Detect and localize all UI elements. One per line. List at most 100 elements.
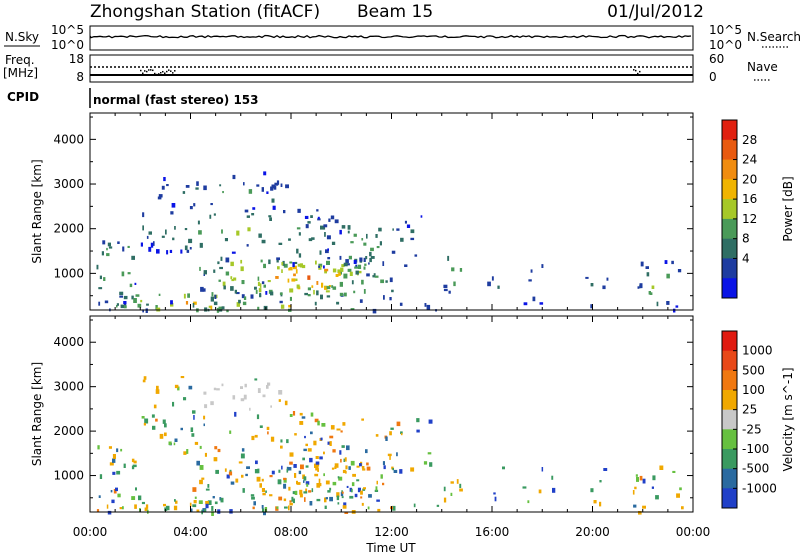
power-cell [156,249,160,254]
colorbar-tick-label: -500 [742,462,769,476]
power-cell [311,285,314,288]
power-cell [236,230,240,236]
power-cell [276,257,280,261]
power-cell [320,294,323,300]
velocity-cell [633,504,637,508]
velocity-cell [348,466,351,470]
velocity-cell [382,461,385,466]
power-cell [651,285,655,289]
velocity-cell [253,501,256,506]
power-cell [361,279,364,285]
power-cell [238,299,241,304]
freq-glitch-dot [168,69,170,71]
velocity-cell [257,468,260,474]
velocity-cell [109,462,114,466]
colorbar-label: Power [dB] [781,176,795,241]
power-cell [171,203,176,208]
velocity-cell [99,474,103,479]
power-cell [222,191,224,194]
velocity-cell [190,427,194,432]
velocity-cell [188,385,193,390]
power-cell [261,239,266,244]
velocity-cell [323,451,325,455]
velocity-cell [443,497,447,503]
power-cell [288,238,291,241]
power-cell [189,247,192,250]
velocity-cell [98,495,101,498]
power-cell [353,290,356,294]
velocity-cell [336,492,340,498]
power-cell [368,262,370,265]
power-cell [324,269,327,274]
power-cell [288,267,290,271]
power-cell [523,302,528,306]
power-cell [275,276,279,279]
power-cell [225,271,230,276]
velocity-cell [320,437,323,441]
power-cell [263,263,266,269]
velocity-cell [281,465,283,470]
power-cell [272,205,276,210]
velocity-cell [216,388,220,391]
velocity-cell [270,405,272,408]
noise-right-tick-bottom: 10^0 [709,38,742,52]
colorbar-swatch [722,390,737,411]
power-cell [221,306,225,310]
power-cell [350,308,355,311]
velocity-cell [552,487,556,493]
velocity-cell [289,452,294,457]
power-cell [339,229,342,235]
velocity-cell [262,394,266,398]
colorbar-tick-label: 100 [742,383,765,397]
velocity-cell [284,400,288,406]
power-cell [288,304,292,308]
power-cell [211,292,214,297]
colorbar-swatch [722,278,737,299]
velocity-cell [205,503,209,509]
x-tick-label: 20:00 [575,525,610,539]
freq-glitch-dot [639,70,641,73]
velocity-cell [311,488,314,493]
velocity-cell [368,494,372,498]
velocity-cell [193,415,195,420]
power-cell [210,305,213,310]
power-cell [364,263,367,266]
power-cell [213,269,216,273]
power-cell [210,296,214,302]
power-cell [188,238,193,244]
velocity-cell [359,463,362,467]
power-cell [222,281,226,287]
velocity-cell [341,445,345,448]
velocity-cell [360,496,363,499]
x-tick-label: 00:00 [73,525,108,539]
velocity-cell [192,487,197,492]
velocity-cell [651,486,654,489]
velocity-cell [283,498,287,502]
velocity-cell [255,460,258,465]
velocity-cell [205,501,209,505]
velocity-cell [243,394,247,400]
freq-glitch-dot [635,69,637,72]
velocity-cell [289,502,293,506]
velocity-cell [229,469,232,473]
power-cell [243,182,245,186]
velocity-cell [383,465,386,470]
velocity-cell [259,425,263,428]
velocity-cell [213,457,218,462]
velocity-cell [276,506,279,509]
power-cell [142,225,144,231]
power-cell [339,255,342,260]
power-cell [235,292,240,295]
velocity-cell [310,431,313,435]
power-cell [213,301,218,306]
velocity-cell [345,465,348,470]
power-cell [301,264,306,269]
power-cell [530,269,533,273]
power-cell [135,294,140,297]
velocity-cell [296,480,298,485]
power-cell [378,227,382,232]
velocity-cell [324,497,327,503]
velocity-cell [382,482,385,486]
velocity-cell [302,457,305,461]
